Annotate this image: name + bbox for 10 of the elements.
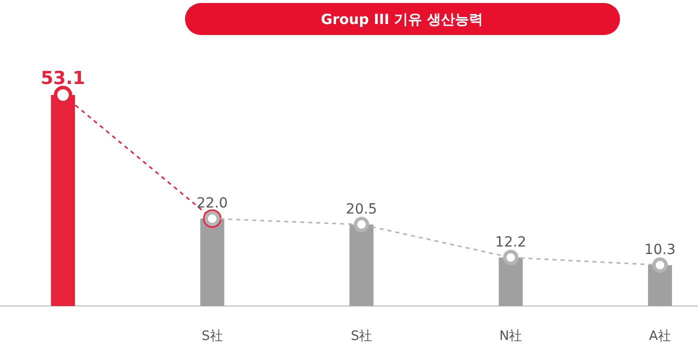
x-tick-label: N社 [499,329,522,344]
data-label: 12.2 [495,234,526,251]
data-label: 10.3 [644,242,676,258]
x-tick-label: S社 [350,329,372,344]
x-tick-label: S社 [202,329,223,344]
data-label: 22.0 [196,196,228,212]
data-label: 53.1 [40,68,86,89]
data-label: 20.5 [346,202,378,218]
x-tick-label: A社 [649,329,671,344]
chart-title: Group III 기유 생산능력 [320,12,484,28]
